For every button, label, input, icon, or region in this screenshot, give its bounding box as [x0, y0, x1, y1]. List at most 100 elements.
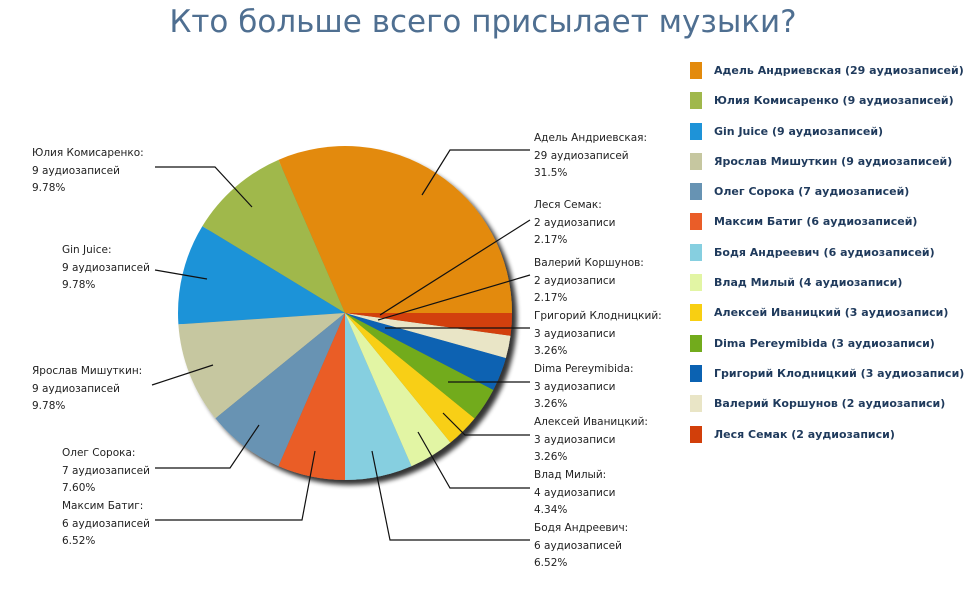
legend-swatch: [690, 395, 702, 413]
legend-swatch: [690, 62, 702, 79]
pie-slice: [345, 313, 475, 443]
label-percent: 2.17%: [534, 234, 568, 246]
pie-slice: [178, 313, 345, 419]
legend-item: Максим Батиг (6 аудиозаписей): [690, 213, 966, 243]
label-count: 9 аудиозаписей: [32, 382, 120, 395]
leader-line: [371, 450, 530, 541]
leader-line: [155, 450, 316, 521]
label-name: Максим Батиг:: [62, 500, 144, 512]
data-label: Валерий Коршунов: 2 аудиозаписи 2.17%: [534, 255, 644, 308]
legend-label: Максим Батиг (6 аудиозаписей): [714, 215, 918, 229]
legend-item: Олег Сорока (7 аудиозаписей): [690, 183, 966, 213]
leader-line: [442, 412, 530, 436]
leader-line: [155, 424, 260, 469]
legend-label: Юлия Комисаренко (9 аудиозаписей): [714, 94, 954, 108]
leader-line: [421, 149, 530, 196]
label-percent: 7.60%: [62, 482, 96, 494]
label-percent: 3.26%: [534, 398, 568, 410]
leader-line: [417, 431, 530, 489]
label-count: 3 аудиозаписи: [534, 433, 616, 446]
legend-item: Леся Семак (2 аудиозаписи): [690, 425, 966, 456]
label-name: Влад Милый:: [534, 469, 607, 481]
legend-item: Валерий Коршунов (2 аудиозаписи): [690, 395, 966, 425]
legend-label: Ярослав Мишуткин (9 аудиозаписей): [714, 154, 953, 168]
label-count: 6 аудиозаписей: [62, 517, 150, 530]
label-name: Бодя Андреевич:: [534, 522, 629, 534]
legend-label: Алексей Иваницкий (3 аудиозаписи): [714, 306, 949, 320]
legend-swatch: [690, 243, 702, 261]
legend-item: Ярослав Мишуткин (9 аудиозаписей): [690, 152, 966, 183]
label-percent: 2.17%: [534, 292, 568, 304]
legend-swatch: [690, 425, 702, 443]
label-name: Олег Сорока:: [62, 447, 136, 459]
legend-swatch: [690, 92, 702, 110]
label-count: 6 аудиозаписей: [534, 539, 622, 552]
data-label: Ярослав Мишуткин: 9 аудиозаписей 9.78%: [32, 363, 142, 416]
label-percent: 6.52%: [534, 557, 568, 569]
label-percent: 9.78%: [62, 279, 96, 291]
pie-slice: [278, 313, 345, 480]
pie-slice: [215, 313, 345, 467]
legend-swatch: [690, 274, 702, 292]
legend-swatch: [690, 183, 702, 201]
data-label: Gin Juice: 9 аудиозаписей 9.78%: [62, 242, 150, 295]
label-name: Юлия Комисаренко:: [32, 147, 144, 159]
label-count: 9 аудиозаписей: [32, 164, 120, 177]
leader-line: [155, 166, 253, 208]
data-label: Влад Милый: 4 аудиозаписи 4.34%: [534, 467, 615, 520]
label-percent: 3.26%: [534, 451, 568, 463]
pie-slice: [345, 313, 506, 390]
label-percent: 9.78%: [32, 182, 66, 194]
label-count: 3 аудиозаписи: [534, 327, 616, 340]
legend-swatch: [690, 213, 702, 231]
label-percent: 4.34%: [534, 504, 568, 516]
label-count: 3 аудиозаписи: [534, 380, 616, 393]
legend-item: Dima Pereymibida (3 аудиозаписи): [690, 334, 966, 365]
legend-item: Григорий Клодницкий (3 аудиозаписи): [690, 364, 966, 395]
leader-line: [154, 269, 208, 280]
label-count: 2 аудиозаписи: [534, 216, 616, 229]
legend-swatch: [690, 334, 702, 352]
pie-slice: [345, 313, 412, 480]
legend-label: Влад Милый (4 аудиозаписи): [714, 276, 903, 290]
label-name: Валерий Коршунов:: [534, 257, 644, 269]
data-label: Алексей Иваницкий: 3 аудиозаписи 3.26%: [534, 414, 648, 467]
pie-slice: [345, 313, 451, 467]
leader-line: [377, 274, 531, 321]
legend: Адель Андриевская (29 аудиозаписей) Юлия …: [690, 62, 966, 456]
legend-label: Леся Семак (2 аудиозаписи): [714, 427, 895, 441]
legend-label: Григорий Клодницкий (3 аудиозаписи): [714, 366, 965, 380]
legend-label: Валерий Коршунов (2 аудиозаписи): [714, 397, 946, 411]
label-name: Ярослав Мишуткин:: [32, 365, 143, 377]
legend-swatch: [690, 304, 702, 322]
label-count: 29 аудиозаписей: [534, 149, 629, 162]
label-name: Григорий Клодницкий:: [534, 310, 662, 322]
legend-label: Бодя Андреевич (6 аудиозаписей): [714, 245, 935, 259]
leader-line: [151, 364, 214, 386]
legend-swatch: [690, 152, 702, 170]
label-name: Леся Семак:: [534, 199, 602, 211]
data-label: Адель Андриевская: 29 аудиозаписей 31.5%: [534, 130, 647, 183]
label-count: 9 аудиозаписей: [62, 261, 150, 274]
label-name: Gin Juice:: [62, 244, 112, 256]
data-label: Григорий Клодницкий: 3 аудиозаписи 3.26%: [534, 308, 662, 361]
data-label: Dima Pereymibida: 3 аудиозаписи 3.26%: [534, 361, 634, 414]
legend-item: Бодя Андреевич (6 аудиозаписей): [690, 243, 966, 274]
legend-label: Олег Сорока (7 аудиозаписей): [714, 185, 910, 199]
legend-label: Адель Андриевская (29 аудиозаписей): [714, 64, 964, 77]
data-label: Леся Семак: 2 аудиозаписи 2.17%: [534, 197, 615, 250]
data-label: Олег Сорока: 7 аудиозаписей 7.60%: [62, 445, 150, 498]
label-percent: 3.26%: [534, 345, 568, 357]
legend-item: Юлия Комисаренко (9 аудиозаписей): [690, 92, 966, 122]
label-count: 4 аудиозаписи: [534, 486, 616, 499]
pie-slice: [177, 226, 345, 325]
pie-slice: [278, 145, 512, 313]
legend-label: Dima Pereymibida (3 аудиозаписи): [714, 336, 935, 350]
label-count: 7 аудиозаписей: [62, 464, 150, 477]
legend-item: Влад Милый (4 аудиозаписи): [690, 274, 966, 304]
data-label: Бодя Андреевич: 6 аудиозаписей 6.52%: [534, 520, 628, 573]
legend-item: Алексей Иваницкий (3 аудиозаписи): [690, 304, 966, 334]
legend-swatch: [690, 364, 702, 382]
label-name: Алексей Иваницкий:: [534, 416, 648, 428]
